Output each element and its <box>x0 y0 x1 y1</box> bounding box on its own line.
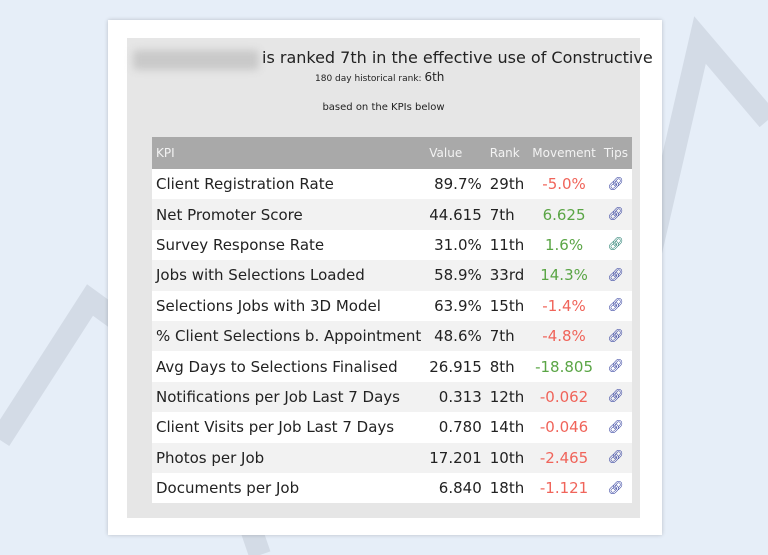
table-row: Jobs with Selections Loaded 58.9% 33rd 1… <box>152 260 632 291</box>
kpi-movement: -5.0% <box>528 169 600 200</box>
kpi-name: % Client Selections b. Appointment <box>152 320 426 352</box>
link-icon[interactable]: 🔗︎ <box>607 389 625 405</box>
tips-link[interactable]: 🔗︎ <box>599 169 632 200</box>
subtitle: based on the KPIs below <box>322 102 445 113</box>
link-icon[interactable]: 🔗︎ <box>607 267 625 283</box>
link-icon[interactable]: 🔗︎ <box>607 298 625 314</box>
company-name-redacted <box>133 50 259 70</box>
kpi-value: 48.6% <box>425 320 486 352</box>
link-icon[interactable]: 🔗︎ <box>607 328 625 344</box>
ranking-card: is ranked 7th in the effective use of Co… <box>108 20 662 535</box>
kpi-name: Jobs with Selections Loaded <box>152 260 426 291</box>
tips-link[interactable]: 🔗︎ <box>599 351 632 382</box>
kpi-movement: -2.465 <box>528 442 600 473</box>
column-header-tips: Tips <box>599 137 632 169</box>
table-row: Documents per Job 6.840 18th -1.121 🔗︎ <box>152 472 632 504</box>
kpi-value: 0.313 <box>425 381 486 413</box>
kpi-rank: 15th <box>485 290 529 321</box>
tips-link[interactable]: 🔗︎ <box>599 260 632 291</box>
kpi-movement: -0.062 <box>528 381 600 413</box>
tips-link[interactable]: 🔗︎ <box>599 199 632 230</box>
kpi-movement: 1.6% <box>528 229 600 261</box>
kpi-name: Photos per Job <box>152 442 426 473</box>
kpi-rank: 14th <box>485 412 529 443</box>
kpi-name: Client Registration Rate <box>152 169 426 200</box>
link-icon[interactable]: 🔗︎ <box>607 480 625 496</box>
kpi-movement: -4.8% <box>528 320 600 352</box>
historical-rank-value: 6th <box>424 70 445 84</box>
kpi-movement: -18.805 <box>528 351 600 382</box>
kpi-name: Client Visits per Job Last 7 Days <box>152 412 426 443</box>
kpi-table: KPI Value Rank Movement Tips Client Registra… <box>152 137 632 504</box>
tips-link[interactable]: 🔗︎ <box>599 381 632 413</box>
kpi-name: Avg Days to Selections Finalised <box>152 351 426 382</box>
link-icon[interactable]: 🔗︎ <box>607 419 625 435</box>
table-row: Notifications per Job Last 7 Days 0.313 … <box>152 381 632 413</box>
headline-text: is ranked 7th in the effective use of Co… <box>262 48 653 67</box>
tips-link[interactable]: 🔗︎ <box>599 229 632 261</box>
kpi-rank: 8th <box>485 351 529 382</box>
kpi-rank: 7th <box>485 320 529 352</box>
table-row: Photos per Job 17.201 10th -2.465 🔗︎ <box>152 442 632 473</box>
table-row: Survey Response Rate 31.0% 11th 1.6% 🔗︎ <box>152 229 632 261</box>
column-header-movement: Movement <box>528 137 600 169</box>
kpi-name: Notifications per Job Last 7 Days <box>152 381 426 413</box>
kpi-rank: 12th <box>485 381 529 413</box>
tips-link[interactable]: 🔗︎ <box>599 290 632 321</box>
table-row: Selections Jobs with 3D Model 63.9% 15th… <box>152 290 632 321</box>
tips-link[interactable]: 🔗︎ <box>599 320 632 352</box>
historical-rank: 180 day historical rank: 6th <box>315 70 444 84</box>
table-row: Net Promoter Score 44.615 7th 6.625 🔗︎ <box>152 199 632 230</box>
kpi-value: 58.9% <box>425 260 486 291</box>
kpi-name: Selections Jobs with 3D Model <box>152 290 426 321</box>
link-icon[interactable]: 🔗︎ <box>607 176 625 192</box>
kpi-rank: 10th <box>485 442 529 473</box>
kpi-value: 17.201 <box>425 442 486 473</box>
kpi-name: Documents per Job <box>152 472 426 504</box>
kpi-value: 63.9% <box>425 290 486 321</box>
tips-link[interactable]: 🔗︎ <box>599 472 632 504</box>
tips-link[interactable]: 🔗︎ <box>599 412 632 443</box>
kpi-rank: 33rd <box>485 260 529 291</box>
kpi-name: Net Promoter Score <box>152 199 426 230</box>
link-icon[interactable]: 🔗︎ <box>607 359 625 375</box>
table-row: Avg Days to Selections Finalised 26.915 … <box>152 351 632 382</box>
tips-link[interactable]: 🔗︎ <box>599 442 632 473</box>
kpi-rank: 7th <box>485 199 529 230</box>
column-header-kpi: KPI <box>152 137 426 169</box>
link-icon[interactable]: 🔗︎ <box>607 237 625 253</box>
kpi-movement: -0.046 <box>528 412 600 443</box>
historical-label: 180 day historical rank: <box>315 74 422 84</box>
link-icon[interactable]: 🔗︎ <box>607 450 625 466</box>
table-row: Client Visits per Job Last 7 Days 0.780 … <box>152 412 632 443</box>
column-header-value: Value <box>425 137 486 169</box>
table-row: % Client Selections b. Appointment 48.6%… <box>152 320 632 352</box>
kpi-value: 0.780 <box>425 412 486 443</box>
kpi-value: 44.615 <box>425 199 486 230</box>
table-row: Client Registration Rate 89.7% 29th -5.0… <box>152 169 632 200</box>
ranking-panel: is ranked 7th in the effective use of Co… <box>127 38 653 518</box>
kpi-value: 31.0% <box>425 229 486 261</box>
column-header-rank: Rank <box>485 137 529 169</box>
link-icon[interactable]: 🔗︎ <box>607 207 625 223</box>
kpi-movement: 14.3% <box>528 260 600 291</box>
kpi-rank: 29th <box>485 169 529 200</box>
kpi-rank: 11th <box>485 229 529 261</box>
kpi-value: 6.840 <box>425 472 486 504</box>
kpi-movement: 6.625 <box>528 199 600 230</box>
kpi-name: Survey Response Rate <box>152 229 426 261</box>
kpi-rank: 18th <box>485 472 529 504</box>
kpi-value: 89.7% <box>425 169 486 200</box>
kpi-movement: -1.121 <box>528 472 600 504</box>
kpi-value: 26.915 <box>425 351 486 382</box>
kpi-movement: -1.4% <box>528 290 600 321</box>
